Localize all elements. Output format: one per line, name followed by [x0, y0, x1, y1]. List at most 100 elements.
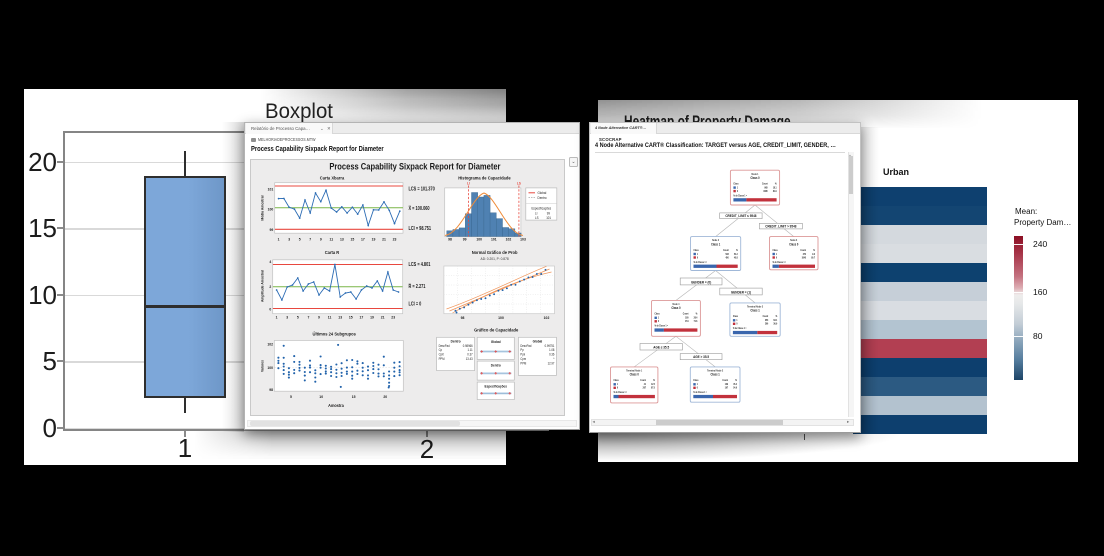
- svg-text:% de Classe 1 =: % de Classe 1 =: [773, 262, 787, 264]
- svg-text:1: 1: [276, 315, 278, 319]
- svg-text:Normal Gráfico de Prob: Normal Gráfico de Prob: [472, 250, 518, 255]
- svg-text:Dentro: Dentro: [491, 363, 502, 367]
- svg-text:Cp: Cp: [439, 348, 443, 352]
- svg-text:Terminal Node 3: Terminal Node 3: [747, 306, 764, 308]
- svg-text:450: 450: [725, 256, 729, 259]
- svg-text:0: 0: [269, 307, 271, 311]
- svg-text:7: 7: [307, 315, 309, 319]
- svg-text:Class 1: Class 1: [711, 372, 721, 376]
- svg-text:%: %: [775, 316, 777, 318]
- svg-text:0: 0: [736, 324, 738, 326]
- svg-text:15: 15: [350, 237, 354, 241]
- svg-text:99: 99: [547, 211, 550, 215]
- svg-text:Global: Global: [491, 339, 501, 343]
- svg-text:Node 2: Node 2: [712, 240, 720, 242]
- svg-text:Gráfico de Capacidade: Gráfico de Capacidade: [474, 327, 519, 332]
- svg-text:Process Capability Sixpack Rep: Process Capability Sixpack Report for Di…: [329, 161, 501, 172]
- svg-text:% de Classe 1 =: % de Classe 1 =: [614, 392, 628, 394]
- svg-text:101: 101: [268, 187, 274, 191]
- svg-text:21: 21: [381, 315, 385, 319]
- svg-text:206: 206: [765, 324, 769, 326]
- svg-text:1: 1: [697, 384, 699, 386]
- svg-text:20: 20: [383, 395, 387, 399]
- svg-text:GENDER = (1): GENDER = (1): [731, 290, 751, 294]
- svg-text:LCI = 98.751: LCI = 98.751: [409, 225, 432, 231]
- svg-text:R̅ = 2.271: R̅ = 2.271: [408, 282, 426, 289]
- svg-text:Carta Xbarra: Carta Xbarra: [320, 175, 345, 180]
- svg-text:Terminal Node 2: Terminal Node 2: [707, 370, 724, 372]
- svg-text:0.36: 0.36: [549, 352, 555, 356]
- svg-text:102: 102: [544, 316, 550, 320]
- svg-text:Count: Count: [723, 249, 729, 252]
- svg-text:3: 3: [286, 315, 288, 319]
- svg-text:45.4: 45.4: [733, 383, 737, 386]
- svg-text:5: 5: [297, 315, 299, 319]
- svg-text:%: %: [735, 380, 737, 382]
- svg-text:%: %: [736, 250, 738, 252]
- svg-text:LCS = 4.801: LCS = 4.801: [409, 261, 431, 267]
- svg-text:7: 7: [309, 237, 311, 241]
- svg-text:90.7: 90.7: [811, 257, 815, 259]
- svg-text:11: 11: [328, 315, 332, 319]
- svg-text:Dentro: Dentro: [451, 339, 462, 343]
- svg-text:Count: Count: [722, 379, 728, 382]
- svg-text:Class 0: Class 0: [671, 306, 681, 310]
- svg-text:19: 19: [372, 237, 376, 241]
- svg-text:17: 17: [360, 315, 364, 319]
- svg-text:CREDIT_LIMIT ≤ 9548: CREDIT_LIMIT ≤ 9548: [725, 214, 756, 218]
- svg-text:% de Classe 1 =: % de Classe 1 =: [733, 328, 747, 330]
- svg-text:DesvPad: DesvPad: [439, 343, 450, 347]
- svg-text:23: 23: [393, 237, 397, 241]
- svg-text:1: 1: [617, 384, 619, 386]
- svg-text:13: 13: [340, 237, 344, 241]
- svg-text:3: 3: [288, 237, 290, 241]
- svg-text:100: 100: [476, 237, 482, 241]
- svg-text:Class 0: Class 0: [789, 242, 799, 246]
- svg-text:81.9: 81.9: [773, 191, 777, 193]
- svg-text:Class 1: Class 1: [711, 242, 721, 246]
- svg-text:167: 167: [725, 388, 729, 390]
- svg-text:Count: Count: [762, 182, 768, 185]
- svg-text:10: 10: [319, 395, 323, 399]
- svg-text:LS: LS: [517, 181, 522, 185]
- svg-text:GENDER = (0): GENDER = (0): [691, 280, 711, 284]
- svg-text:AGE ≤ 35.5: AGE ≤ 35.5: [653, 345, 669, 349]
- svg-text:0.99751: 0.99751: [545, 343, 555, 347]
- svg-text:12.97: 12.97: [548, 361, 555, 365]
- svg-text:%: %: [813, 250, 815, 252]
- svg-text:0: 0: [737, 191, 739, 193]
- svg-text:63.1: 63.1: [773, 320, 777, 322]
- svg-text:Class: Class: [733, 316, 739, 318]
- svg-text:0.37: 0.37: [467, 352, 473, 356]
- svg-text:LS: LS: [535, 215, 539, 219]
- svg-text:2: 2: [269, 285, 271, 289]
- svg-text:Últimos 24 Subgrupos: Últimos 24 Subgrupos: [313, 331, 357, 336]
- svg-text:905: 905: [764, 187, 768, 189]
- svg-text:0: 0: [697, 388, 699, 390]
- svg-text:87.5: 87.5: [651, 388, 655, 390]
- svg-text:1: 1: [776, 254, 778, 256]
- svg-text:PPM: PPM: [439, 357, 445, 361]
- svg-text:Class 1: Class 1: [750, 308, 760, 312]
- svg-text:21: 21: [382, 237, 386, 241]
- svg-text:Count: Count: [640, 379, 646, 382]
- svg-text:Count: Count: [763, 315, 769, 318]
- svg-text:Class 0: Class 0: [750, 176, 760, 180]
- svg-text:Class: Class: [655, 313, 661, 315]
- svg-text:41: 41: [644, 383, 647, 386]
- svg-text:18.1: 18.1: [773, 187, 777, 189]
- svg-text:Histograma de Capacidade: Histograma de Capacidade: [458, 175, 511, 180]
- svg-text:Valores: Valores: [260, 360, 264, 372]
- svg-text:X̅ = 100.060: X̅ = 100.060: [408, 204, 430, 211]
- svg-text:9: 9: [318, 315, 320, 319]
- svg-text:LI: LI: [467, 181, 470, 185]
- svg-text:4: 4: [269, 260, 272, 264]
- svg-text:Class: Class: [694, 250, 700, 252]
- svg-text:5: 5: [299, 237, 301, 241]
- svg-text:Node 4: Node 4: [672, 303, 680, 306]
- svg-text:101: 101: [491, 237, 497, 241]
- svg-text:13: 13: [338, 315, 342, 319]
- svg-text:99: 99: [463, 237, 467, 241]
- svg-text:139: 139: [725, 384, 729, 386]
- svg-text:Terminal Node 1: Terminal Node 1: [626, 370, 643, 372]
